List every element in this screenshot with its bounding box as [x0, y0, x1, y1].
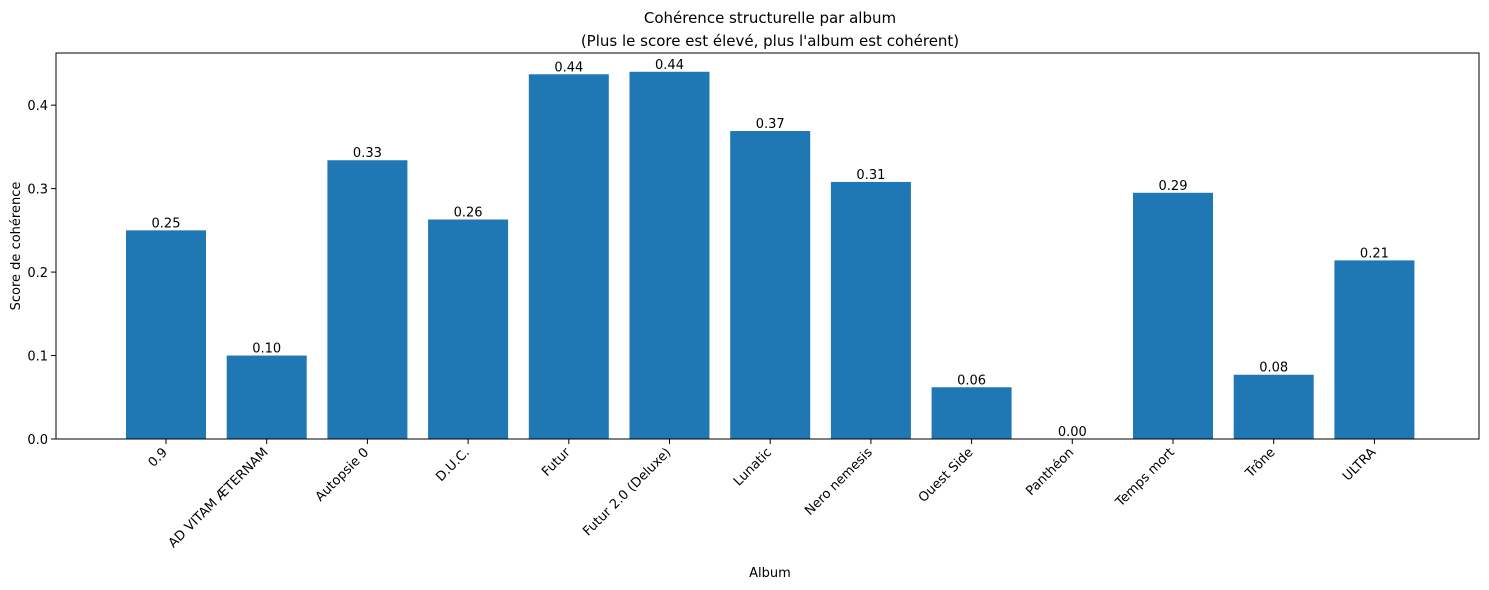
- x-axis: 0.9AD VITAM ÆTERNAM Autopsie 0 D.U.C. Futur…: [146, 439, 1379, 551]
- x-tick-label: Ouest Side: [916, 445, 977, 506]
- x-tick-label: Futur 2.0 (Deluxe): [580, 445, 674, 539]
- bar-value-label: 0.37: [756, 117, 785, 132]
- bar: [629, 71, 710, 439]
- x-tick-label: Panthéon: [1023, 445, 1077, 499]
- bar-value-label: 0.21: [1360, 246, 1389, 261]
- bar-value-label: 0.10: [252, 342, 281, 357]
- bar: [931, 387, 1012, 439]
- y-tick-label: 0.0: [27, 433, 48, 448]
- y-tick-label: 0.4: [27, 99, 48, 114]
- y-tick-label: 0.2: [27, 266, 48, 281]
- bar: [1334, 260, 1415, 439]
- bar: [730, 131, 811, 439]
- bar-value-label: 0.00: [1058, 425, 1087, 440]
- x-tick-label: AD VITAM ÆTERNAM: [166, 445, 272, 551]
- bar: [226, 355, 307, 439]
- bar: [126, 230, 206, 439]
- bar-value-label: 0.08: [1259, 361, 1288, 376]
- y-tick-label: 0.3: [27, 183, 48, 198]
- x-tick-label: Futur: [539, 445, 574, 480]
- plot-frame: [55, 52, 1480, 440]
- y-axis: 0.0 0.1 0.2 0.3 0.4: [27, 99, 56, 448]
- x-tick-label: Autopsie 0: [313, 445, 373, 505]
- y-tick-label: 0.1: [27, 350, 48, 365]
- bar-value-label: 0.25: [152, 216, 181, 231]
- x-tick-label: Temps mort: [1112, 445, 1177, 510]
- chart-subtitle: (Plus le score est élevé, plus l'album e…: [581, 32, 959, 50]
- bar-value-label: 0.44: [554, 60, 583, 75]
- chart-title: Cohérence structurelle par album: [644, 9, 896, 27]
- y-axis-label: Score de cohérence: [9, 182, 24, 311]
- bar-value-label: 0.44: [655, 58, 684, 73]
- bar-value-label: 0.29: [1159, 179, 1188, 194]
- bar-value-label: 0.31: [856, 168, 885, 183]
- bar-value-label: 0.06: [957, 373, 986, 388]
- x-tick-label: Trône: [1242, 445, 1278, 481]
- x-axis-label: Album: [749, 566, 791, 581]
- bar: [1233, 374, 1314, 439]
- bar: [428, 219, 509, 439]
- bars-layer: [126, 71, 1415, 439]
- x-tick-label: ULTRA: [1340, 445, 1379, 484]
- bar-value-label: 0.26: [454, 206, 483, 221]
- bar: [1133, 192, 1213, 439]
- value-labels-layer: 0.25 0.10 0.33 0.26 0.44 0.44 0.37 0.31 0.06 0.00…: [152, 58, 1389, 440]
- bar-value-label: 0.33: [353, 146, 382, 161]
- x-tick-label: Nero nemesis: [802, 445, 876, 519]
- bar: [327, 160, 408, 439]
- bar: [830, 181, 911, 439]
- x-tick-label: Lunatic: [731, 445, 775, 489]
- bar: [528, 74, 609, 439]
- x-tick-label: 0.9: [146, 445, 171, 470]
- x-tick-label: D.U.C.: [433, 445, 473, 485]
